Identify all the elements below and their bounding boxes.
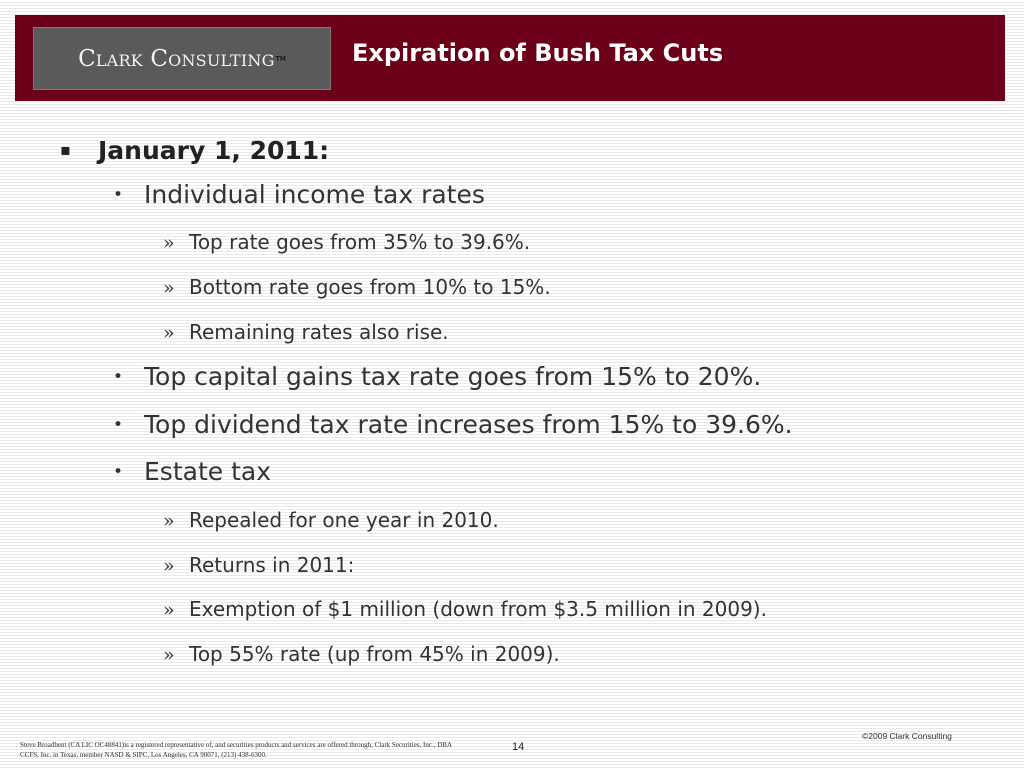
double-chevron-icon: » <box>163 510 175 532</box>
list-item-text: Individual income tax rates <box>144 180 485 209</box>
bullet-icon: • <box>113 185 124 205</box>
sub-list-item: » Bottom rate goes from 10% to 15%. <box>163 275 551 299</box>
sub-list-item-text: Repealed for one year in 2010. <box>189 508 499 532</box>
list-item-text: Estate tax <box>144 457 271 486</box>
list-item-text: Top dividend tax rate increases from 15%… <box>144 410 793 439</box>
sub-list-item-text: Top 55% rate (up from 45% in 2009). <box>189 642 560 666</box>
sub-list-item: » Top rate goes from 35% to 39.6%. <box>163 230 530 254</box>
bullet-icon: • <box>113 415 124 435</box>
heading-text: January 1, 2011: <box>98 136 330 165</box>
header-bar: Clark Consulting TM Expiration of Bush Ta… <box>15 15 1005 101</box>
sub-list-item-text: Top rate goes from 35% to 39.6%. <box>189 230 531 254</box>
disclaimer-line: Steve Broadbent (CA LIC OC48841)is a reg… <box>20 741 452 749</box>
double-chevron-icon: » <box>163 277 175 299</box>
list-item-text: Top capital gains tax rate goes from 15%… <box>144 362 762 391</box>
logo-text: Clark Consulting <box>78 45 275 72</box>
sub-list-item: » Top 55% rate (up from 45% in 2009). <box>163 642 560 666</box>
sub-list-item: » Repealed for one year in 2010. <box>163 508 499 532</box>
bullet-icon: • <box>113 367 124 387</box>
clark-consulting-logo: Clark Consulting TM <box>33 27 331 90</box>
double-chevron-icon: » <box>163 322 175 344</box>
list-item: • Top capital gains tax rate goes from 15… <box>113 362 761 391</box>
footer-disclaimer: Steve Broadbent (CA LIC OC48841)is a reg… <box>20 740 480 760</box>
bullet-icon: • <box>113 462 124 482</box>
double-chevron-icon: » <box>163 644 175 666</box>
slide-title: Expiration of Bush Tax Cuts <box>352 39 724 67</box>
list-item: • Estate tax <box>113 457 271 486</box>
sub-list-item: » Returns in 2011: <box>163 553 354 577</box>
heading-date: ▪ January 1, 2011: <box>60 136 329 165</box>
double-chevron-icon: » <box>163 599 175 621</box>
sub-list-item-text: Returns in 2011: <box>189 553 355 577</box>
list-item: • Top dividend tax rate increases from 15… <box>113 410 793 439</box>
disclaimer-line: CCFS, Inc. in Texas, member NASD & SIPC,… <box>20 751 267 759</box>
sub-list-item: » Exemption of $1 million (down from $3.5… <box>163 597 767 621</box>
double-chevron-icon: » <box>163 232 175 254</box>
sub-list-item: » Remaining rates also rise. <box>163 320 449 344</box>
logo-trademark: TM <box>275 54 286 63</box>
sub-list-item-text: Bottom rate goes from 10% to 15%. <box>189 275 551 299</box>
page-number: 14 <box>512 741 525 753</box>
square-bullet-icon: ▪ <box>60 140 71 159</box>
sub-list-item-text: Remaining rates also rise. <box>189 320 449 344</box>
copyright-notice: ©2009 Clark Consulting <box>862 731 952 741</box>
list-item: • Individual income tax rates <box>113 180 485 209</box>
double-chevron-icon: » <box>163 555 175 577</box>
sub-list-item-text: Exemption of $1 million (down from $3.5 … <box>189 597 767 621</box>
